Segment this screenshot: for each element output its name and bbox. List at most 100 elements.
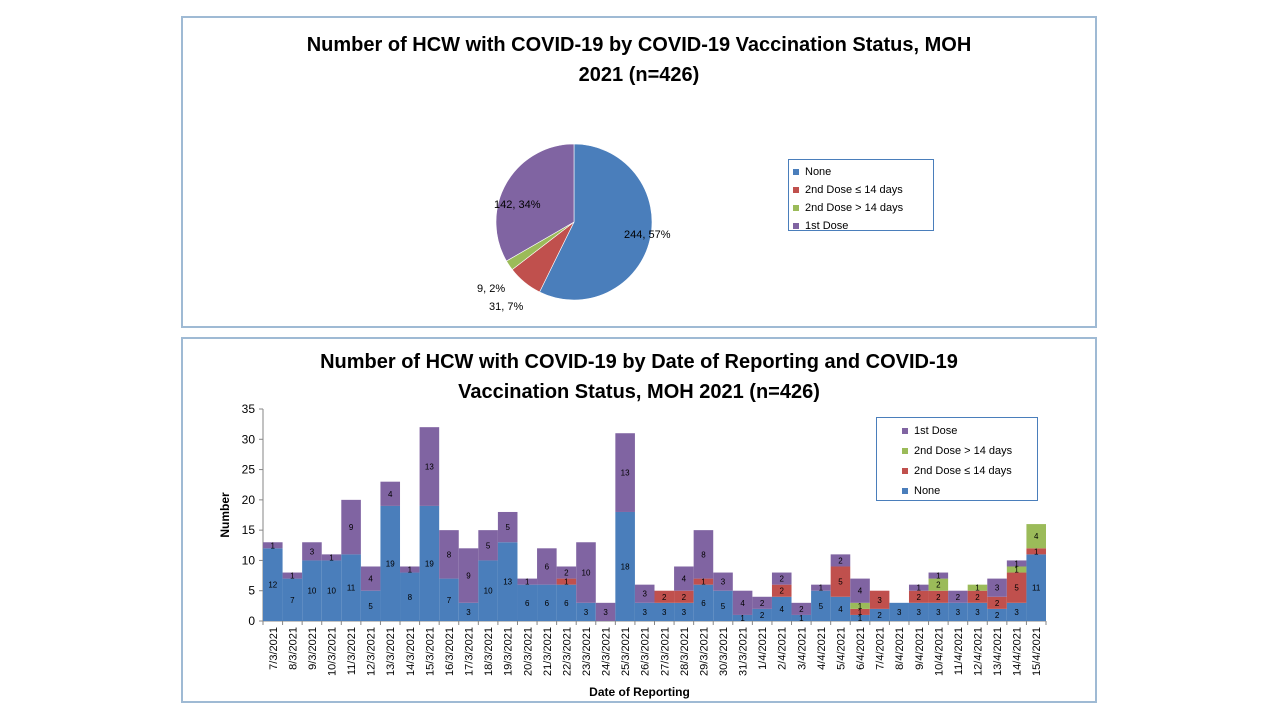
bar-segment xyxy=(576,542,596,603)
y-tick-label: 35 xyxy=(242,402,256,416)
bar-segment xyxy=(517,578,538,585)
bar-segment xyxy=(693,578,714,585)
bar-segment xyxy=(987,596,1007,609)
bar-data-label: 3 xyxy=(466,608,471,617)
bar-segment xyxy=(478,530,498,561)
y-tick-label: 30 xyxy=(242,432,256,446)
x-tick-label: 21/3/2021 xyxy=(542,627,554,676)
bar-segment xyxy=(458,602,479,621)
y-tick-label: 0 xyxy=(248,614,255,628)
x-tick-label: 13/4/2021 xyxy=(992,627,1004,676)
bar-legend: 1st Dose 2nd Dose > 14 days 2nd Dose ≤ 1… xyxy=(876,417,1038,501)
bar-data-label: 10 xyxy=(484,587,493,596)
x-tick-label: 4/4/2021 xyxy=(816,627,828,670)
bar-segment xyxy=(908,590,929,603)
bar-segment xyxy=(1006,572,1027,603)
bar-segment xyxy=(537,584,557,621)
bar-segment xyxy=(400,572,420,621)
bar-data-label: 4 xyxy=(858,587,863,596)
bar-data-label: 1 xyxy=(858,602,863,611)
x-tick-label: 10/4/2021 xyxy=(933,627,945,676)
bar-data-label: 10 xyxy=(307,587,316,596)
bar-segment xyxy=(830,566,851,597)
bar-segment xyxy=(517,584,538,621)
bar-data-label: 1 xyxy=(271,541,276,550)
x-tick-label: 19/3/2021 xyxy=(503,627,515,676)
bar-segment xyxy=(595,602,616,621)
legend-swatch xyxy=(902,448,908,454)
x-tick-label: 31/3/2021 xyxy=(738,627,750,676)
bar-segment xyxy=(948,590,968,603)
bar-data-label: 1 xyxy=(858,608,863,617)
bar-data-label: 3 xyxy=(603,608,608,617)
x-tick-label: 13/3/2021 xyxy=(385,627,397,676)
bar-segment xyxy=(439,530,459,579)
bar-data-label: 3 xyxy=(897,608,902,617)
bar-data-label: 2 xyxy=(780,575,785,584)
x-tick-label: 29/3/2021 xyxy=(698,627,710,676)
bar-data-label: 3 xyxy=(995,584,1000,593)
bar-data-label: 6 xyxy=(545,562,550,571)
legend-swatch xyxy=(793,223,799,229)
bar-segment xyxy=(439,578,459,621)
bar-data-label: 2 xyxy=(838,556,843,565)
x-tick-label: 16/3/2021 xyxy=(444,627,456,676)
bar-data-label: 1 xyxy=(290,572,295,581)
pie-data-label: 31, 7% xyxy=(489,301,523,313)
legend-label: 2nd Dose ≤ 14 days xyxy=(914,465,1012,477)
legend-swatch xyxy=(902,428,908,434)
legend-label: 1st Dose xyxy=(914,425,958,437)
bar-segment xyxy=(987,578,1007,597)
bar-data-label: 1 xyxy=(917,584,922,593)
legend-label: 2nd Dose > 14 days xyxy=(914,445,1013,457)
x-tick-label: 12/4/2021 xyxy=(972,627,984,676)
x-tick-label: 5/4/2021 xyxy=(835,627,847,670)
bar-data-label: 1 xyxy=(1014,566,1019,575)
bar-legend-item-2nd-dose-gt14: 2nd Dose > 14 days xyxy=(902,441,1037,461)
bar-data-label: 1 xyxy=(975,584,980,593)
bar-data-label: 3 xyxy=(642,608,647,617)
y-tick-label: 25 xyxy=(242,463,256,477)
bar-data-label: 3 xyxy=(642,590,647,599)
bar-segment xyxy=(302,560,322,621)
bar-data-label: 6 xyxy=(701,599,706,608)
bar-data-label: 3 xyxy=(1014,608,1019,617)
bar-data-label: 2 xyxy=(956,593,961,602)
pie-title-line-2: 2021 (n=426) xyxy=(578,64,700,86)
bar-segment xyxy=(1006,566,1027,573)
bar-segment xyxy=(908,584,929,591)
bar-data-label: 2 xyxy=(995,611,1000,620)
bar-segment xyxy=(850,608,870,615)
bar-segment xyxy=(948,602,968,621)
bar-data-label: 1 xyxy=(329,553,334,562)
bar-data-label: 1 xyxy=(858,614,863,623)
bar-data-label: 4 xyxy=(740,599,745,608)
x-tick-label: 26/3/2021 xyxy=(640,627,652,676)
bar-data-label: 2 xyxy=(760,599,765,608)
bar-data-label: 13 xyxy=(425,463,434,472)
bar-chart-title: Number of HCW with COVID-19 by Date of R… xyxy=(183,347,1095,407)
bar-data-label: 2 xyxy=(662,593,667,602)
bar-segment xyxy=(693,530,714,579)
bar-data-label: 8 xyxy=(447,550,452,559)
bar-data-label: 6 xyxy=(564,599,569,608)
bar-segment xyxy=(321,554,342,561)
bar-segment xyxy=(1026,524,1046,549)
pie-chart: 244, 57% 31, 7% 9, 2% 142, 34% xyxy=(477,143,671,313)
bar-segment xyxy=(380,505,401,621)
bar-data-label: 1 xyxy=(408,566,413,575)
bar-data-label: 4 xyxy=(1034,532,1039,541)
bar-segment xyxy=(380,481,401,506)
bar-data-label: 5 xyxy=(838,578,843,587)
pie-legend-item-1st-dose: 1st Dose xyxy=(793,217,933,235)
bar-data-label: 13 xyxy=(621,469,630,478)
bar-segment xyxy=(458,548,479,603)
pie-slice xyxy=(495,143,575,262)
bar-chart: 05101520253035Number1217/3/2021718/3/202… xyxy=(218,402,1047,699)
bar-segment xyxy=(419,505,440,621)
bar-chart-panel: Number of HCW with COVID-19 by Date of R… xyxy=(181,337,1097,703)
bar-segment xyxy=(732,614,753,621)
bar-data-label: 8 xyxy=(408,593,413,602)
bar-data-label: 19 xyxy=(425,559,434,568)
x-tick-label: 14/3/2021 xyxy=(405,627,417,676)
